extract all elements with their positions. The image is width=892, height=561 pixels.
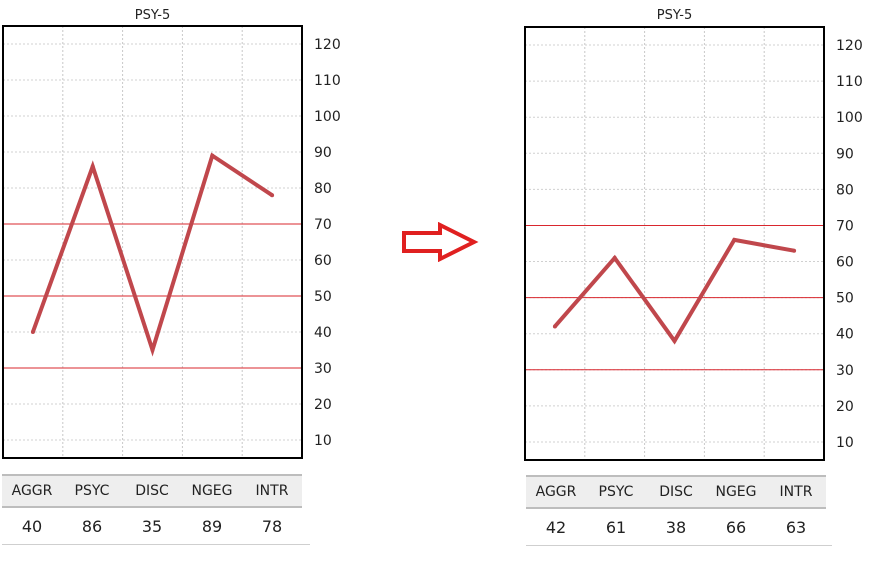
header-psyc: PSYC [598, 484, 634, 500]
data-point-psyc [90, 164, 95, 169]
data-point-ngeg [732, 237, 737, 242]
chart-title: PSY-5 [135, 8, 170, 23]
y-tick-label: 40 [314, 325, 332, 341]
score-ngeg: 89 [201, 516, 223, 536]
data-point-ngeg [210, 153, 215, 158]
header-disc: DISC [135, 483, 169, 499]
y-tick-label: 10 [314, 433, 332, 449]
y-tick-label: 60 [836, 255, 854, 271]
header-ngeg: NGEG [715, 484, 757, 500]
right-arrow-icon [402, 222, 479, 262]
series-line [31, 152, 274, 357]
header-intr: INTR [779, 484, 813, 500]
y-tick-label: 120 [836, 38, 863, 54]
series-line [553, 237, 795, 345]
header-aggr: AGGR [11, 483, 53, 499]
score-psyc: 86 [81, 516, 103, 536]
y-tick-label: 40 [836, 327, 854, 343]
y-tick-label: 100 [836, 110, 863, 126]
psy5-chart-before: PSY-5 10 20 30 40 50 60 70 80 90 100 110 120 [2, 8, 341, 459]
y-tick-label: 10 [836, 435, 854, 451]
y-tick-label: 80 [314, 181, 332, 197]
y-tick-label: 70 [314, 217, 332, 233]
chart-panel-before: PSY-5 10 20 30 40 50 60 70 80 90 100 110 120 AGGR PS… [0, 0, 360, 561]
score-disc: 38 [665, 517, 687, 537]
scores-table-row: 40 86 35 89 78 [2, 508, 310, 545]
y-tick-label: 90 [836, 146, 854, 162]
header-disc: DISC [659, 484, 693, 500]
chart-panel-after: PSY-5 10 20 30 40 50 60 70 80 90 100 110 120 AGGR PS… [523, 0, 883, 561]
score-psyc: 61 [605, 517, 627, 537]
scores-table-before: AGGR PSYC DISC NGEG INTR 40 86 35 89 78 [2, 474, 310, 545]
data-point-disc [672, 338, 677, 343]
data-point-disc [150, 348, 155, 352]
score-ngeg: 66 [725, 517, 747, 537]
scores-table-header: AGGR PSYC DISC NGEG INTR [2, 474, 302, 508]
score-aggr: 40 [21, 516, 43, 536]
y-tick-label: 30 [314, 361, 332, 377]
scores-table-after: AGGR PSYC DISC NGEG INTR 42 61 38 66 63 [526, 475, 832, 546]
psy5-chart-after: PSY-5 10 20 30 40 50 60 70 80 90 100 110 120 [524, 8, 863, 461]
y-tick-label: 120 [314, 37, 341, 53]
scores-table-row: 42 61 38 66 63 [526, 509, 832, 546]
data-point-intr [270, 193, 275, 198]
scores-table-header: AGGR PSYC DISC NGEG INTR [526, 475, 826, 509]
y-tick-label: 20 [836, 399, 854, 415]
y-tick-label: 60 [314, 253, 332, 269]
y-tick-label: 50 [836, 291, 854, 307]
y-tick-label: 70 [836, 218, 854, 234]
data-point-aggr [30, 330, 35, 334]
header-ngeg: NGEG [191, 483, 233, 499]
data-point-psyc [612, 255, 617, 260]
plot-frame [524, 26, 825, 461]
data-point-intr [792, 248, 797, 253]
score-intr: 63 [785, 517, 807, 537]
y-tick-label: 30 [836, 363, 854, 379]
header-psyc: PSYC [74, 483, 110, 499]
y-tick-label: 80 [836, 182, 854, 198]
y-tick-label: 50 [314, 289, 332, 305]
score-disc: 35 [141, 516, 163, 536]
y-tick-label: 110 [314, 73, 341, 89]
y-tick-label: 20 [314, 397, 332, 413]
score-intr: 78 [261, 516, 283, 536]
chart-title: PSY-5 [657, 8, 692, 23]
header-aggr: AGGR [535, 484, 577, 500]
y-tick-label: 100 [314, 109, 341, 125]
y-tick-label: 110 [836, 74, 863, 90]
y-tick-label: 90 [314, 145, 332, 161]
score-aggr: 42 [545, 517, 567, 537]
header-intr: INTR [255, 483, 289, 499]
plot-frame [2, 25, 303, 459]
data-point-aggr [552, 324, 557, 329]
